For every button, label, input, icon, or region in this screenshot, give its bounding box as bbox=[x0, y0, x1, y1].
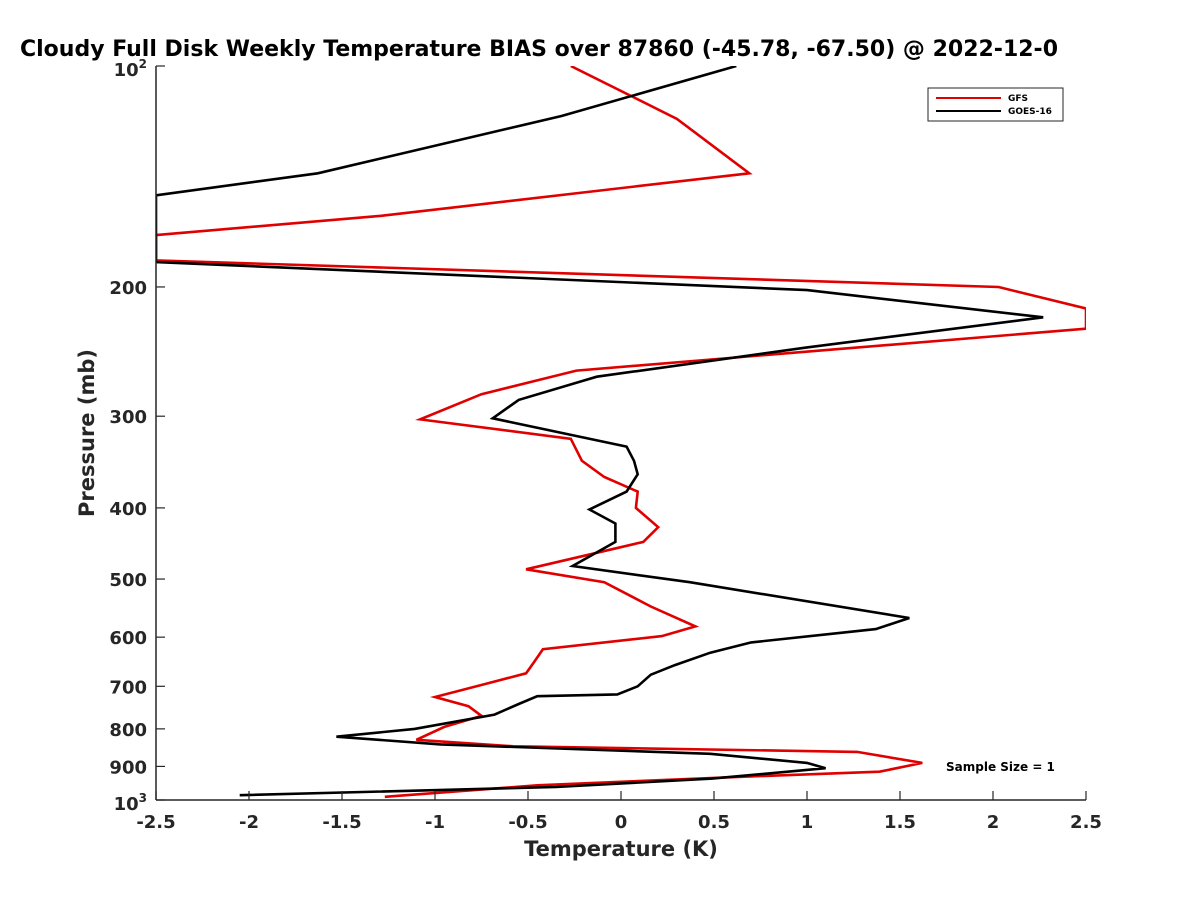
legend-label-gfs: GFS bbox=[1008, 94, 1028, 104]
x-tick-label: -0.5 bbox=[508, 812, 547, 833]
x-tick-label: 1 bbox=[801, 812, 814, 833]
x-tick-label: 2.5 bbox=[1070, 812, 1102, 833]
sample-size-annotation: Sample Size = 1 bbox=[946, 760, 1055, 774]
x-axis-label: Temperature (K) bbox=[524, 837, 718, 861]
x-tick-label: -1 bbox=[425, 812, 445, 833]
y-tick-label-1000: 103 bbox=[114, 791, 147, 815]
x-ticks: -2.5 -2 -1.5 -1 -0.5 0 0.5 1 1.5 2 2.5 bbox=[136, 791, 1102, 833]
y-tick-exp-bottom: 3 bbox=[139, 791, 147, 805]
y-tick-label: 900 bbox=[109, 757, 147, 778]
series-line-goes16 bbox=[156, 66, 1044, 797]
x-tick-label: -1.5 bbox=[322, 812, 361, 833]
chart-title: Cloudy Full Disk Weekly Temperature BIAS… bbox=[20, 37, 1058, 62]
x-tick-label: 1.5 bbox=[884, 812, 916, 833]
y-tick-label: 600 bbox=[109, 628, 147, 649]
y-tick-label: 300 bbox=[109, 407, 147, 428]
y-ticks: 200 300 400 500 600 700 800 900 bbox=[109, 65, 165, 801]
y-tick-label: 800 bbox=[109, 720, 147, 741]
series-line-gfs bbox=[156, 66, 1086, 799]
y-tick-label: 500 bbox=[109, 570, 147, 591]
y-tick-label: 400 bbox=[109, 499, 147, 520]
legend: GFS GOES-16 bbox=[927, 87, 1064, 122]
legend-label-goes16: GOES-16 bbox=[1008, 107, 1052, 117]
x-tick-label: 0.5 bbox=[698, 812, 730, 833]
legend-box bbox=[927, 87, 1064, 122]
x-tick-label: -2 bbox=[239, 812, 259, 833]
y-tick-label: 200 bbox=[109, 278, 147, 299]
y-tick-exp-top: 2 bbox=[139, 57, 147, 71]
x-tick-label: 0 bbox=[615, 812, 628, 833]
y-tick-label-100: 102 bbox=[114, 57, 147, 81]
y-tick-label: 700 bbox=[109, 677, 147, 698]
x-tick-label: -2.5 bbox=[136, 812, 175, 833]
y-tick-base-top: 10 bbox=[114, 60, 139, 81]
y-tick-base-bottom: 10 bbox=[114, 794, 139, 815]
x-tick-label: 2 bbox=[987, 812, 1000, 833]
y-axis-label: Pressure (mb) bbox=[75, 349, 99, 517]
plot-area bbox=[156, 66, 1086, 799]
